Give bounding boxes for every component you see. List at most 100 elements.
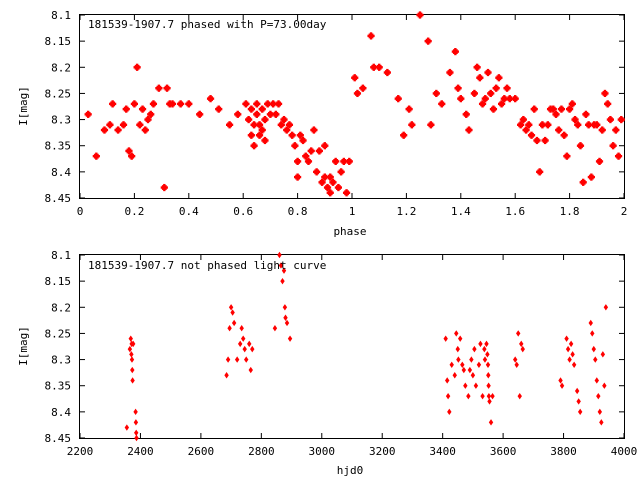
y-tick-label: 8.15 [45, 35, 72, 48]
unphased-axis-ticks: 2200 2400 2600 2800 3000 3200 3400 3600 3800 4000… [45, 249, 638, 458]
phased-data-points [84, 11, 625, 197]
x-tick-label: 1.2 [396, 205, 416, 218]
data-point [536, 168, 544, 176]
data-point [533, 136, 541, 145]
x-tick-label: 1.4 [451, 205, 471, 218]
data-point [250, 142, 258, 150]
y-tick-label: 8.45 [45, 432, 72, 445]
x-tick-label: 2 [621, 205, 628, 218]
phased-plot-frame [79, 14, 625, 199]
y-tick-label: 8.1 [51, 9, 71, 22]
data-point [445, 392, 451, 400]
data-point [488, 419, 494, 426]
data-point [315, 147, 323, 155]
data-point [591, 345, 596, 353]
data-point [482, 356, 488, 363]
data-point [334, 183, 342, 192]
data-point [527, 131, 536, 139]
data-point [196, 110, 204, 118]
data-point [130, 100, 138, 108]
data-point [133, 419, 139, 426]
data-point [291, 142, 299, 150]
data-point [416, 11, 424, 19]
x-tick-label: 3000 [309, 445, 336, 458]
data-point [576, 398, 581, 405]
data-point [149, 100, 158, 108]
data-point [424, 37, 432, 45]
data-point [606, 115, 614, 124]
data-point [141, 126, 149, 134]
data-point [476, 361, 482, 368]
data-point [337, 168, 345, 176]
data-point [457, 335, 463, 342]
data-point [602, 382, 607, 389]
data-point [224, 372, 229, 379]
data-point [617, 115, 625, 124]
y-tick-label: 8.2 [51, 301, 71, 314]
data-point [517, 392, 522, 400]
data-point [242, 345, 247, 353]
data-point [250, 345, 255, 353]
y-tick-label: 8.35 [45, 380, 72, 393]
data-point [119, 121, 128, 129]
x-tick-label: 0.2 [124, 205, 144, 218]
data-point [574, 387, 580, 395]
x-tick-label: 2800 [248, 445, 275, 458]
data-point [614, 152, 623, 160]
phased-axis-ticks: 0 0.2 0.4 0.6 0.8 1 1.2 1.4 1.6 1.8 2 8.1 8.15 8.2 8.2… [45, 9, 628, 218]
data-point [456, 356, 461, 363]
data-point [247, 340, 252, 348]
data-point [595, 157, 604, 165]
data-point [367, 32, 375, 40]
data-point [596, 392, 601, 400]
data-point [138, 105, 147, 113]
data-point [447, 408, 452, 416]
x-tick-label: 0 [77, 205, 84, 218]
x-tick-label: 1.6 [505, 205, 525, 218]
data-point [469, 356, 474, 363]
data-point [124, 424, 130, 431]
data-point [503, 84, 511, 92]
data-point [287, 335, 293, 342]
data-point [133, 408, 138, 416]
x-tick-label: 2200 [67, 445, 94, 458]
x-tick-label: 2400 [127, 445, 154, 458]
data-point [239, 325, 244, 332]
data-point [462, 110, 470, 118]
data-point [482, 345, 487, 353]
data-point [100, 126, 109, 134]
x-tick-label: 3800 [550, 445, 577, 458]
data-point [466, 392, 471, 400]
data-point [485, 361, 491, 368]
data-point [601, 89, 609, 98]
data-point [215, 105, 223, 113]
data-point [560, 131, 568, 139]
data-point [247, 131, 255, 139]
data-point [177, 100, 185, 108]
data-point [353, 89, 362, 98]
data-point [129, 356, 135, 363]
data-point [122, 105, 130, 113]
data-point [470, 372, 476, 379]
data-point [253, 110, 261, 118]
data-point [516, 330, 521, 337]
data-point [443, 335, 448, 342]
data-point [185, 100, 193, 108]
data-point [227, 325, 232, 332]
data-point [452, 372, 457, 379]
data-point [242, 100, 250, 108]
y-tick-label: 8.45 [45, 192, 72, 205]
data-point [241, 335, 246, 342]
data-point [485, 351, 490, 358]
data-point [280, 277, 285, 285]
data-point [603, 304, 609, 311]
data-point [492, 84, 500, 92]
x-tick-label: 3400 [429, 445, 456, 458]
y-tick-label: 8.3 [51, 354, 71, 367]
data-point [160, 183, 168, 192]
data-point [568, 340, 574, 348]
data-point [234, 356, 240, 363]
data-point [530, 105, 538, 113]
phased-plot-title: 181539-1907.7 phased with P=73.00day [88, 18, 327, 31]
data-point [342, 189, 351, 197]
